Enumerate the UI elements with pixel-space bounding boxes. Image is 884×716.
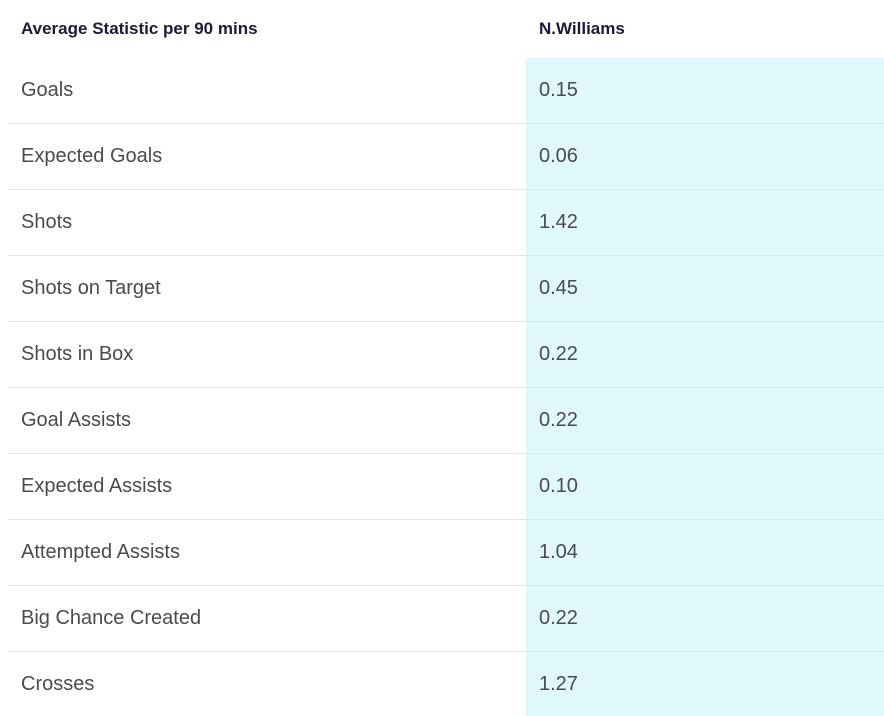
table-row: Goals 0.15	[8, 58, 884, 124]
stat-value: 1.27	[526, 651, 884, 716]
table-body: Goals 0.15 Expected Goals 0.06 Shots 1.4…	[8, 58, 884, 716]
table-row: Expected Goals 0.06	[8, 123, 884, 190]
stat-name: Goal Assists	[8, 387, 526, 454]
table-header: Average Statistic per 90 mins N.Williams	[8, 0, 884, 58]
stat-name: Shots	[8, 189, 526, 256]
stat-name: Shots on Target	[8, 255, 526, 322]
stat-value: 0.22	[526, 387, 884, 454]
player-column-header: N.Williams	[526, 0, 884, 58]
stat-value: 1.42	[526, 189, 884, 256]
table-row: Big Chance Created 0.22	[8, 585, 884, 652]
stat-value: 1.04	[526, 519, 884, 586]
stat-name: Expected Goals	[8, 123, 526, 190]
header-row: Average Statistic per 90 mins N.Williams	[8, 0, 884, 58]
table-row: Shots in Box 0.22	[8, 321, 884, 388]
stat-value: 0.15	[526, 58, 884, 124]
stat-name: Shots in Box	[8, 321, 526, 388]
table-row: Crosses 1.27	[8, 651, 884, 716]
stat-value: 0.22	[526, 585, 884, 652]
stat-name: Attempted Assists	[8, 519, 526, 586]
stat-name: Expected Assists	[8, 453, 526, 520]
stat-column-header: Average Statistic per 90 mins	[8, 0, 526, 58]
stat-value: 0.10	[526, 453, 884, 520]
stat-name: Goals	[8, 58, 526, 124]
stat-value: 0.45	[526, 255, 884, 322]
table-row: Shots on Target 0.45	[8, 255, 884, 322]
table-row: Shots 1.42	[8, 189, 884, 256]
stat-name: Crosses	[8, 651, 526, 716]
table-row: Goal Assists 0.22	[8, 387, 884, 454]
stat-value: 0.22	[526, 321, 884, 388]
table-row: Attempted Assists 1.04	[8, 519, 884, 586]
table-row: Expected Assists 0.10	[8, 453, 884, 520]
stats-table: Average Statistic per 90 mins N.Williams…	[8, 0, 884, 716]
stat-value: 0.06	[526, 123, 884, 190]
stat-name: Big Chance Created	[8, 585, 526, 652]
